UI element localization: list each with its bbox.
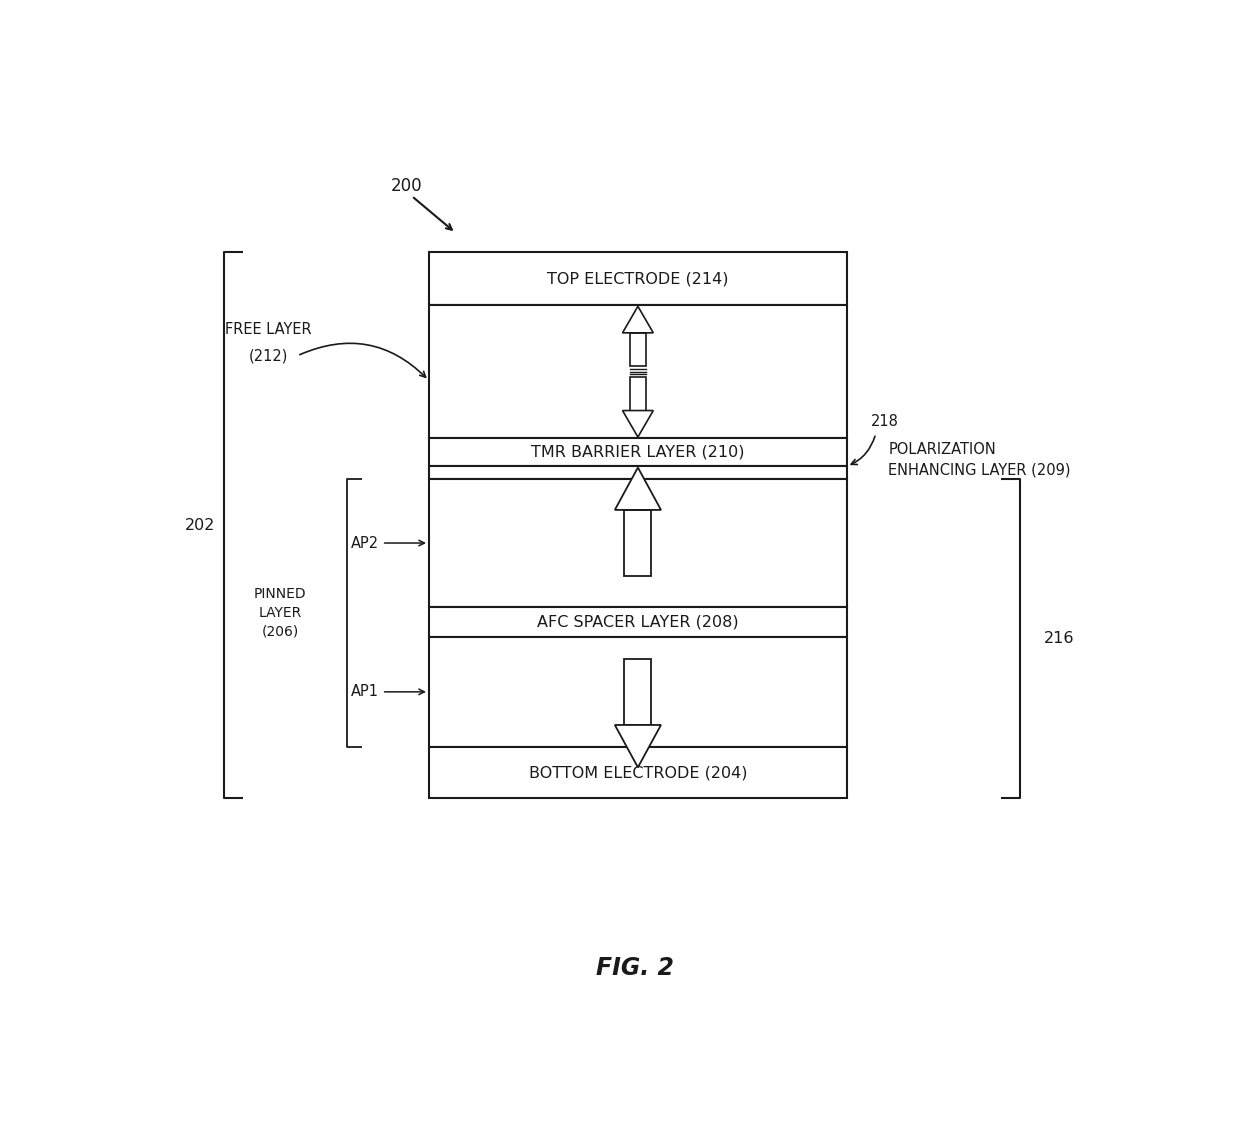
- Text: 218: 218: [870, 414, 899, 429]
- Bar: [429, 438, 847, 466]
- Bar: [429, 252, 847, 305]
- Text: PINNED
LAYER
(206): PINNED LAYER (206): [254, 587, 306, 638]
- Text: 216: 216: [1044, 631, 1074, 646]
- Bar: [429, 608, 847, 637]
- Text: FIG. 2: FIG. 2: [596, 955, 675, 980]
- Text: 200: 200: [391, 177, 422, 195]
- Polygon shape: [622, 306, 653, 333]
- Text: AP2: AP2: [351, 536, 424, 551]
- Text: POLARIZATION
ENHANCING LAYER (209): POLARIZATION ENHANCING LAYER (209): [888, 443, 1071, 477]
- Bar: [429, 466, 847, 478]
- Bar: [625, 658, 651, 725]
- Text: TOP ELECTRODE (214): TOP ELECTRODE (214): [547, 272, 729, 287]
- Text: FREE LAYER: FREE LAYER: [226, 322, 311, 337]
- Text: BOTTOM ELECTRODE (204): BOTTOM ELECTRODE (204): [528, 765, 748, 780]
- Bar: [630, 333, 646, 366]
- Polygon shape: [615, 468, 661, 510]
- Text: (212): (212): [249, 349, 288, 364]
- Bar: [429, 637, 847, 747]
- Bar: [429, 747, 847, 798]
- Polygon shape: [615, 725, 661, 767]
- Bar: [625, 510, 651, 576]
- Text: 202: 202: [185, 517, 216, 533]
- Bar: [630, 377, 646, 411]
- Bar: [429, 305, 847, 438]
- Bar: [429, 478, 847, 608]
- Text: AFC SPACER LAYER (208): AFC SPACER LAYER (208): [537, 615, 739, 630]
- Text: AP1: AP1: [351, 685, 424, 700]
- Polygon shape: [622, 411, 653, 437]
- Text: TMR BARRIER LAYER (210): TMR BARRIER LAYER (210): [531, 445, 745, 460]
